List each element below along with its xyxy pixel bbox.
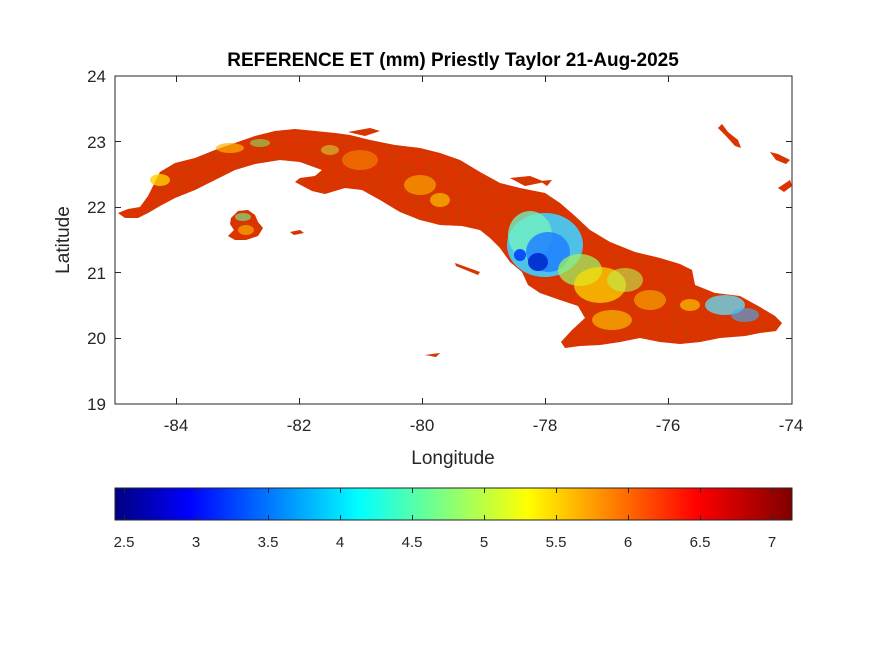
island-ne-2 [770, 152, 790, 164]
y-tick-label: 21 [87, 264, 106, 283]
y-axis-label: Latitude [53, 206, 74, 274]
colorbar [114, 487, 793, 521]
island-ne-1 [718, 124, 741, 148]
colorbar-tick-label: 5 [480, 534, 488, 551]
colorbar-tick-label: 4.5 [402, 534, 423, 551]
colorbar-tick-label: 3 [192, 534, 200, 551]
x-tick-label: -78 [533, 416, 558, 435]
colorbar-tick-label: 7 [768, 534, 776, 551]
colorbar-ticks [124, 488, 773, 520]
x-tick-label: -82 [287, 416, 312, 435]
et-raster [118, 124, 792, 357]
et-value-patches [150, 139, 759, 330]
colorbar-tick-label: 5.5 [546, 534, 567, 551]
y-axis [115, 141, 792, 339]
colorbar-tick-label: 6 [624, 534, 632, 551]
colorbar-tick-label: 4 [336, 534, 344, 551]
y-tick-label: 23 [87, 133, 106, 152]
map-title: REFERENCE ET (mm) Priestly Taylor 21-Aug… [227, 50, 679, 71]
y-tick-label: 24 [87, 67, 106, 86]
cays-north [348, 128, 552, 186]
colorbar-tick-label: 2.5 [114, 534, 135, 551]
colorbar-tick-label: 6.5 [690, 534, 711, 551]
colorbar-tick-label: 3.5 [258, 534, 279, 551]
island-ne-3 [778, 180, 792, 192]
x-tick-label: -74 [779, 416, 804, 435]
x-tick-label: -84 [164, 416, 189, 435]
x-axis-label: Longitude [411, 448, 494, 469]
axes-frame [114, 75, 793, 405]
x-tick-label: -80 [410, 416, 435, 435]
y-tick-label: 22 [87, 198, 106, 217]
y-tick-label: 19 [87, 395, 106, 414]
y-tick-label: 20 [87, 329, 106, 348]
x-axis [176, 76, 669, 404]
x-tick-label: -76 [656, 416, 681, 435]
